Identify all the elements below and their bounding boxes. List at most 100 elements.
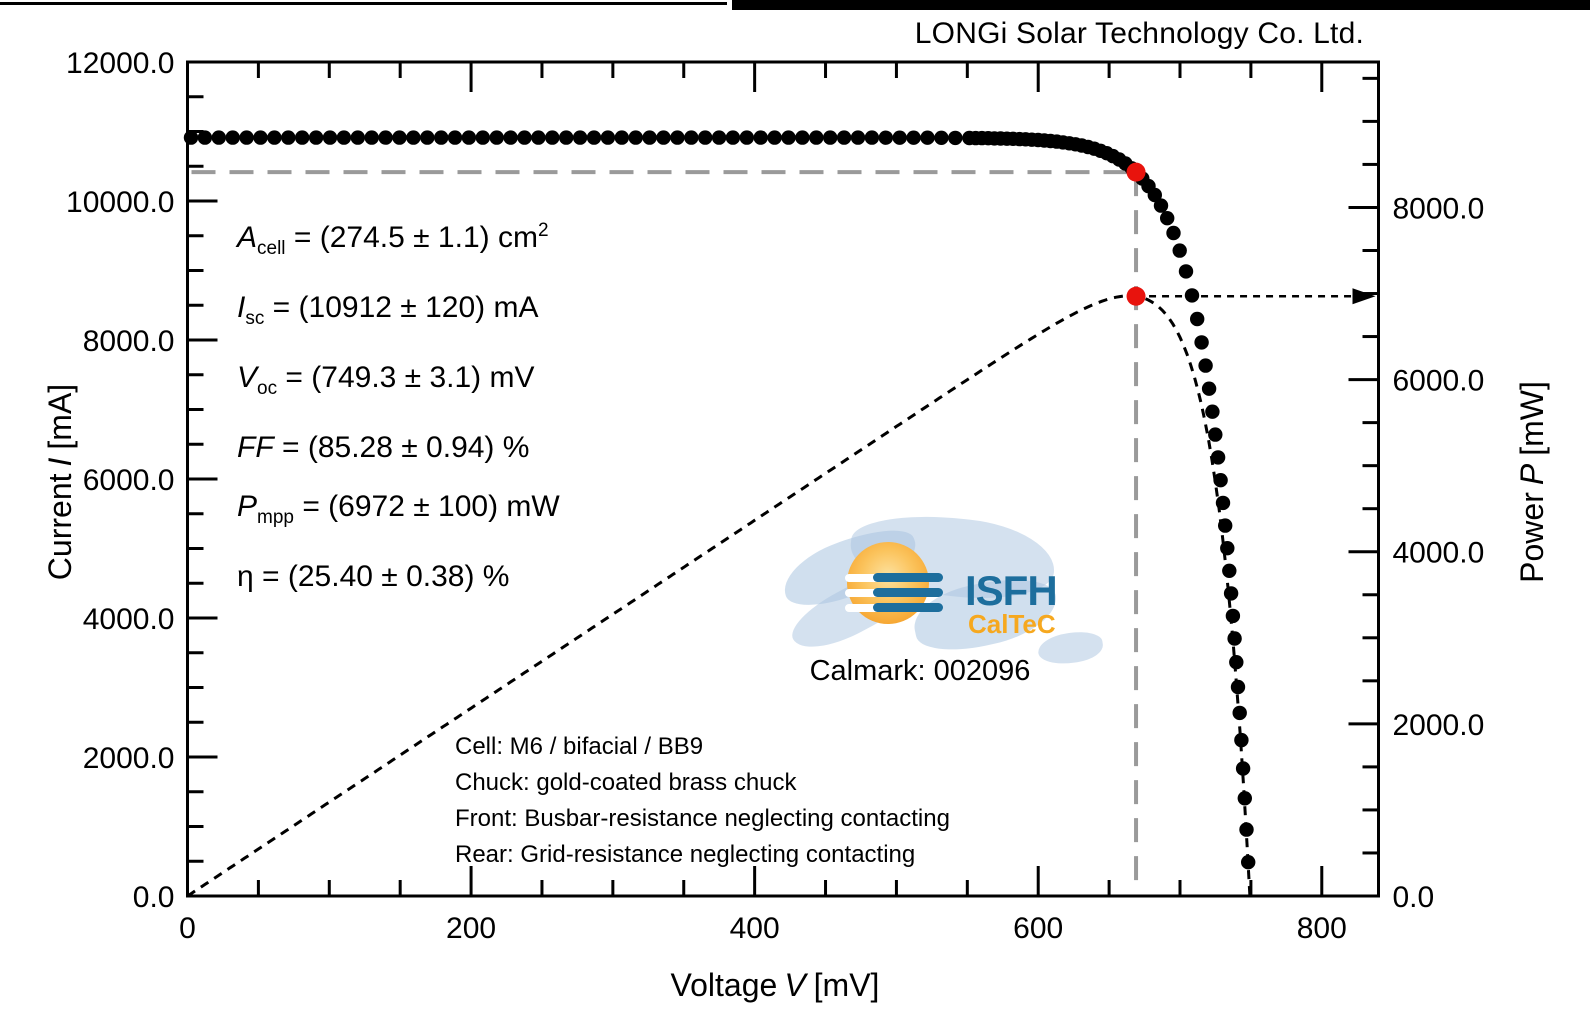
y-left-title-unit: [mA]: [41, 383, 78, 450]
x-axis-title-text: Voltage: [670, 966, 778, 1003]
iv-data-point: [295, 130, 310, 145]
iv-data-point: [1235, 761, 1251, 776]
iv-data-point: [503, 130, 518, 145]
y-left-tick-label: 10000.0: [66, 186, 174, 219]
iv-data-point: [489, 130, 504, 145]
iv-data-point: [559, 130, 574, 145]
logo-bar: [873, 588, 943, 597]
iv-data-point: [350, 130, 365, 145]
y-right-title-text: Power: [1513, 492, 1550, 583]
y-right-axis-title: Power P [mW]: [1512, 312, 1552, 652]
iv-data-point: [809, 130, 824, 145]
iv-data-point: [1178, 264, 1194, 279]
iv-data-point: [1222, 563, 1237, 578]
iv-data-point: [823, 130, 838, 145]
y-left-tick-label: 12000.0: [66, 47, 174, 80]
header-rule-right: [732, 0, 1590, 10]
iv-data-point: [1239, 822, 1254, 837]
iv-data-point: [267, 130, 282, 145]
iv-data-point: [1184, 288, 1200, 303]
iv-data-point: [281, 130, 296, 145]
iv-data-point: [1234, 732, 1249, 748]
iv-data-point: [1229, 655, 1244, 670]
iv-data-point: [1194, 335, 1209, 350]
y-right-tick-label: 2000.0: [1393, 709, 1485, 742]
iv-data-point: [517, 130, 532, 145]
iv-data-point: [308, 130, 324, 145]
x-tick-label: 0: [179, 912, 196, 945]
iv-data-point: [434, 130, 449, 145]
iv-data-point: [711, 130, 727, 145]
x-tick-label: 600: [1013, 912, 1063, 945]
cell-info-line: Rear: Grid-resistance neglecting contact…: [455, 841, 916, 868]
iv-data-point: [586, 130, 602, 145]
iv-data-point: [572, 130, 588, 145]
result-line: Voc = (749.3 ± 3.1) mV: [237, 361, 535, 399]
result-line: Isc = (10912 ± 120) mA: [237, 291, 539, 329]
iv-data-point: [1147, 187, 1163, 203]
y-left-tick-label: 8000.0: [83, 325, 175, 358]
iv-data-point: [197, 130, 213, 145]
cell-info-block: Cell: M6 / bifacial / BB9 Chuck: gold-coa…: [455, 729, 950, 873]
x-tick-label: 800: [1297, 912, 1347, 945]
iv-data-point: [1218, 518, 1233, 533]
iv-data-point: [614, 130, 629, 145]
iv-data-point: [253, 130, 268, 145]
iv-data-point: [948, 130, 963, 146]
y-left-tick-label: 4000.0: [83, 603, 175, 636]
logo-bar: [873, 603, 943, 612]
y-left-tick-label: 2000.0: [83, 742, 175, 775]
mpp-marker-iv: [1126, 162, 1146, 182]
calmark-label: Calmark: 002096: [809, 655, 1031, 687]
result-line: η = (25.40 ± 0.38) %: [237, 560, 510, 593]
x-axis-title-unit: [mV]: [813, 966, 880, 1003]
y-right-tick-label: 6000.0: [1393, 365, 1485, 398]
iv-data-point: [864, 130, 880, 145]
iv-data-point: [378, 130, 393, 145]
iv-data-point: [1205, 404, 1220, 419]
y-right-tick-label: 4000.0: [1393, 537, 1485, 570]
result-line: Acell = (274.5 ± 1.1) cm2: [237, 220, 549, 259]
iv-data-point: [447, 130, 463, 145]
mpp-marker-power: [1126, 286, 1146, 306]
y-right-tick-label: 8000.0: [1393, 192, 1485, 225]
iv-data-point: [1208, 427, 1223, 442]
iv-data-point: [600, 130, 616, 145]
iv-data-point: [795, 130, 810, 145]
iv-data-point: [1201, 381, 1217, 396]
iv-data-point: [475, 130, 490, 145]
iv-data-point: [850, 130, 866, 145]
iv-data-point: [1213, 473, 1228, 488]
iv-data-point: [1172, 243, 1187, 258]
y-left-axis-title: Current I [mA]: [40, 312, 80, 652]
logo-stripe: [845, 604, 891, 612]
y-left-title-text: Current: [41, 473, 78, 581]
iv-data-point: [1190, 311, 1205, 327]
iv-data-point: [698, 130, 713, 145]
axis-ticks: [186, 60, 1379, 898]
iv-data-point: [1166, 225, 1181, 241]
iv-data-point: [1198, 358, 1213, 373]
iv-data-point: [739, 130, 754, 145]
iv-data-point: [781, 130, 796, 145]
iv-data-point: [878, 130, 893, 145]
iv-data-point: [364, 130, 379, 145]
iv-data-point: [906, 130, 921, 145]
iv-data-point: [239, 130, 254, 145]
chart-title: LONGi Solar Technology Co. Ltd.: [914, 17, 1364, 50]
iv-data-point: [461, 130, 477, 145]
iv-data-point: [1160, 211, 1175, 226]
iv-data-point: [322, 130, 338, 145]
iv-data-point: [753, 130, 768, 145]
iv-data-point: [1210, 450, 1226, 465]
logo-stripe: [845, 574, 891, 582]
isfh-caltec-logo: ISFH CalTeC: [774, 507, 1105, 668]
iv-data-point: [1230, 679, 1246, 695]
caltec-wordmark: CalTeC: [968, 609, 1056, 639]
iv-data-point: [656, 130, 671, 145]
iv-data-point: [1227, 631, 1242, 646]
iv-data-point: [642, 130, 657, 145]
power-curve: [186, 294, 1252, 898]
y-right-title-var: P: [1513, 463, 1550, 486]
